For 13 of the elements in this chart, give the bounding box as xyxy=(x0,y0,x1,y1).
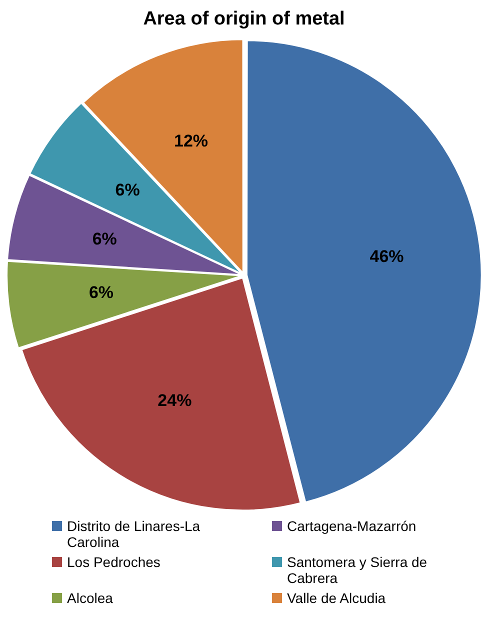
data-label: 12% xyxy=(174,131,208,150)
legend-label: Los Pedroches xyxy=(67,554,160,570)
legend-label: Distrito de Linares-La Carolina xyxy=(67,518,202,550)
data-label: 24% xyxy=(158,391,192,410)
legend-label: Cartagena-Mazarrón xyxy=(287,518,416,534)
data-label: 46% xyxy=(370,247,404,266)
data-label: 6% xyxy=(88,283,114,302)
data-label: 6% xyxy=(115,180,140,200)
legend-label: Valle de Alcudia xyxy=(287,590,386,606)
chart-title: Area of origin of metal xyxy=(143,8,345,30)
legend-label: Alcolea xyxy=(67,590,113,606)
legend-label: Santomera y Sierra de Cabrera xyxy=(287,554,428,586)
data-label: 6% xyxy=(92,229,117,248)
